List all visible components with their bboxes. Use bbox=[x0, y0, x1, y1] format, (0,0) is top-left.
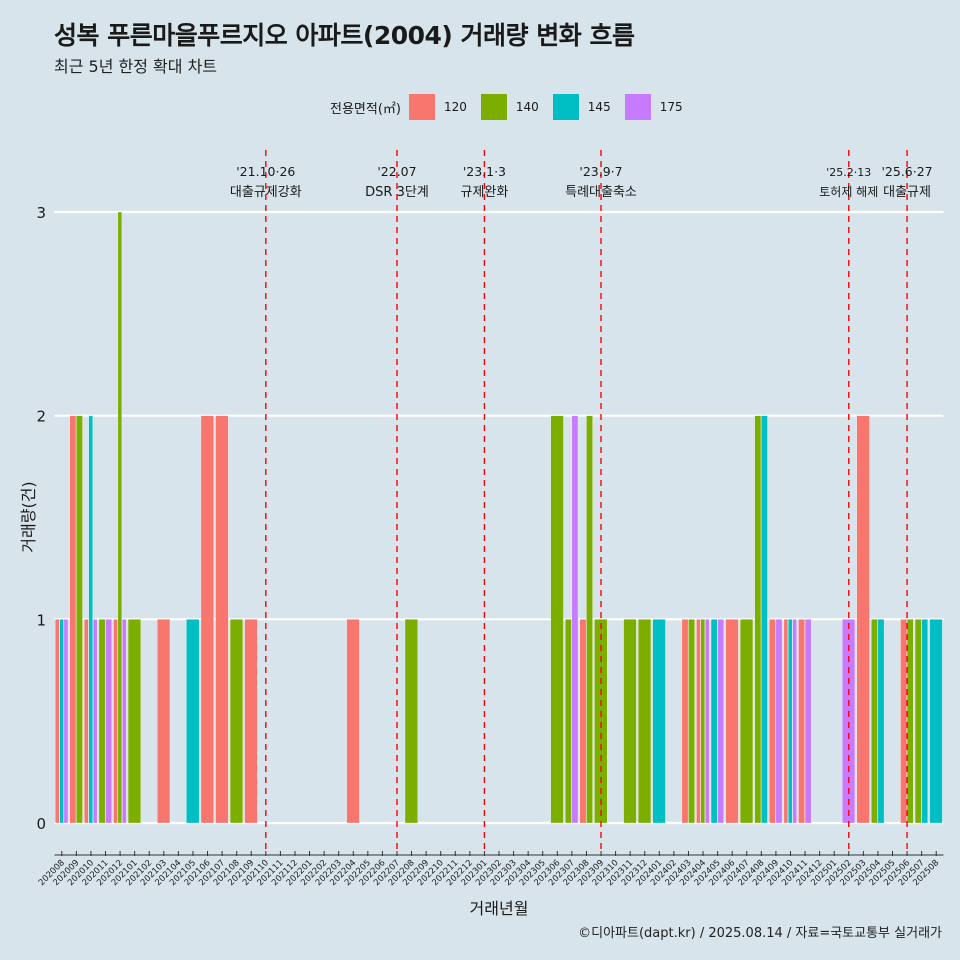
chart-title: 성복 푸른마을푸르지오 아파트(2004) 거래량 변화 흐름 bbox=[54, 21, 635, 50]
legend-label-140: 140 bbox=[515, 100, 539, 114]
legend: 전용면적(㎡) 120 140 145 175 bbox=[330, 93, 697, 121]
event-name-label: DSR 3단계 bbox=[365, 185, 429, 200]
bar-145-202508 bbox=[929, 619, 943, 824]
bar-120-202109 bbox=[244, 619, 258, 824]
legend-swatch-175 bbox=[624, 94, 651, 120]
event-date-label: '25.2·13 bbox=[826, 166, 871, 179]
bar-140-202009 bbox=[76, 415, 83, 824]
bar-145-202008 bbox=[59, 619, 64, 824]
bar-140-202308 bbox=[586, 415, 593, 824]
legend-swatch-145 bbox=[552, 94, 579, 120]
event-date-label: '23.1·3 bbox=[463, 164, 506, 179]
bar-140-202407 bbox=[740, 619, 754, 824]
bar-120-202204 bbox=[346, 619, 360, 824]
bar-120-202404 bbox=[696, 619, 701, 824]
bar-120-202403 bbox=[681, 619, 689, 824]
legend-item-145: 145 bbox=[552, 94, 619, 120]
bar-140-202011 bbox=[98, 619, 106, 824]
bar-140-202403 bbox=[688, 619, 695, 824]
event-date-label: '25.6·27 bbox=[881, 164, 932, 179]
bar-145-202410 bbox=[788, 619, 793, 824]
bar-145-202010 bbox=[88, 415, 93, 824]
source-caption: ©디아파트(dapt.kr) / 2025.08.14 / 자료=국토교통부 실… bbox=[578, 926, 942, 941]
legend-swatch-120 bbox=[408, 94, 435, 120]
bar-140-202506 bbox=[906, 619, 914, 824]
bar-175-202409 bbox=[775, 619, 783, 824]
bar-175-202405 bbox=[717, 619, 724, 824]
event-name-label: 규제완화 bbox=[461, 185, 509, 200]
bar-140-202507 bbox=[914, 619, 922, 824]
chart-subtitle: 최근 5년 한정 확대 차트 bbox=[54, 57, 218, 76]
legend-label-145: 145 bbox=[587, 100, 611, 114]
bar-175-202010 bbox=[92, 619, 98, 824]
bar-140-202307 bbox=[565, 619, 572, 824]
bar-140-202404 bbox=[700, 619, 705, 824]
y-tick-label: 1 bbox=[36, 611, 46, 629]
legend-label-175: 175 bbox=[659, 100, 683, 114]
bar-145-202105 bbox=[186, 619, 200, 824]
x-axis-title: 거래년월 bbox=[470, 899, 529, 918]
bar-145-202507 bbox=[921, 619, 928, 824]
bar-120-202012 bbox=[113, 619, 118, 824]
legend-item-140: 140 bbox=[480, 94, 547, 120]
bar-140-202108 bbox=[229, 619, 243, 824]
bar-120-202308 bbox=[579, 619, 587, 824]
bar-175-202410 bbox=[792, 619, 797, 824]
bar-175-202404 bbox=[705, 619, 710, 824]
bar-120-202009 bbox=[69, 415, 77, 824]
bar-140-202101 bbox=[127, 619, 141, 824]
bar-120-202106 bbox=[200, 415, 214, 824]
bar-140-202408 bbox=[754, 415, 762, 824]
bar-140-202208 bbox=[404, 619, 418, 824]
y-tick-label: 0 bbox=[36, 815, 46, 833]
bar-175-202011 bbox=[105, 619, 112, 824]
bar-140-202312 bbox=[638, 619, 652, 824]
bar-120-202008 bbox=[55, 619, 60, 824]
bar-145-202405 bbox=[710, 619, 718, 824]
event-date-label: '21.10·26 bbox=[236, 164, 295, 179]
bar-120-202409 bbox=[769, 619, 776, 824]
bar-175-202012 bbox=[122, 619, 127, 824]
event-name-label: 토허제 해제 bbox=[819, 185, 878, 199]
y-axis-title: 거래량(건) bbox=[19, 481, 38, 552]
event-name-label: 대출규제 bbox=[883, 185, 931, 200]
event-date-label: '22.07 bbox=[377, 164, 416, 179]
bar-120-202503 bbox=[856, 415, 870, 824]
bar-120-202406 bbox=[725, 619, 739, 824]
event-name-label: 대출규제강화 bbox=[230, 185, 302, 200]
legend-label-120: 120 bbox=[443, 100, 467, 114]
legend-item-120: 120 bbox=[408, 94, 475, 120]
legend-title: 전용면적(㎡) bbox=[330, 101, 401, 117]
bar-175-202411 bbox=[804, 619, 812, 824]
bar-145-202504 bbox=[877, 619, 885, 824]
bar-120-202103 bbox=[157, 619, 171, 824]
bar-120-202410 bbox=[783, 619, 789, 824]
bar-175-202008 bbox=[63, 619, 69, 824]
bar-140-202012 bbox=[117, 211, 123, 824]
bar-145-202408 bbox=[761, 415, 768, 824]
legend-swatch-140 bbox=[480, 94, 507, 120]
bar-140-202504 bbox=[871, 619, 878, 824]
bar-140-202311 bbox=[623, 619, 637, 824]
bar-120-202010 bbox=[84, 619, 89, 824]
bar-140-202306 bbox=[550, 415, 564, 824]
event-name-label: 특례대출축소 bbox=[565, 185, 637, 200]
bar-120-202506 bbox=[900, 619, 907, 824]
bar-120-202411 bbox=[798, 619, 805, 824]
y-tick-label: 2 bbox=[36, 408, 46, 426]
y-tick-label: 3 bbox=[36, 204, 46, 222]
bar-120-202107 bbox=[215, 415, 229, 824]
legend-item-175: 175 bbox=[624, 94, 691, 120]
event-date-label: '23.9·7 bbox=[579, 164, 622, 179]
bar-175-202307 bbox=[571, 415, 579, 824]
bar-145-202401 bbox=[652, 619, 666, 824]
